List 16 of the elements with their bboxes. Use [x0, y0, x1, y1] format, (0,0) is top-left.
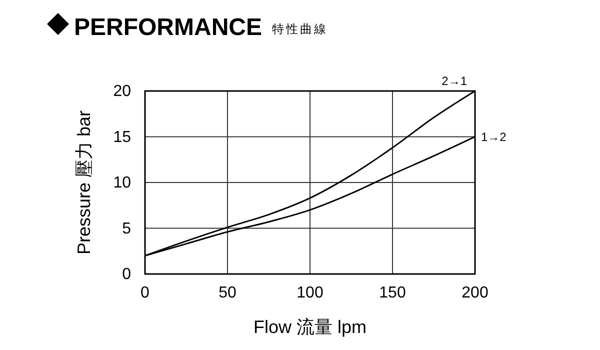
- series-label: 1→2: [481, 130, 507, 144]
- y-axis-title: Pressure 壓力 bar: [74, 110, 94, 255]
- chart-title: PERFORMANCE: [74, 14, 262, 41]
- series-label: 2→1: [442, 74, 468, 88]
- x-tick-label: 150: [379, 284, 406, 302]
- y-tick-label: 5: [122, 220, 132, 238]
- x-tick-label: 50: [218, 284, 236, 302]
- chart-subtitle: 特性曲線: [272, 22, 328, 36]
- x-axis-title: Flow 流量 lpm: [253, 317, 367, 337]
- y-tick-label: 10: [113, 174, 132, 192]
- y-tick-label: 0: [122, 266, 132, 284]
- y-tick-label: 20: [113, 83, 132, 100]
- y-tick-label: 15: [113, 128, 132, 146]
- x-tick-label: 0: [140, 284, 150, 302]
- x-tick-label: 100: [296, 284, 324, 302]
- x-tick-label: 200: [462, 284, 488, 302]
